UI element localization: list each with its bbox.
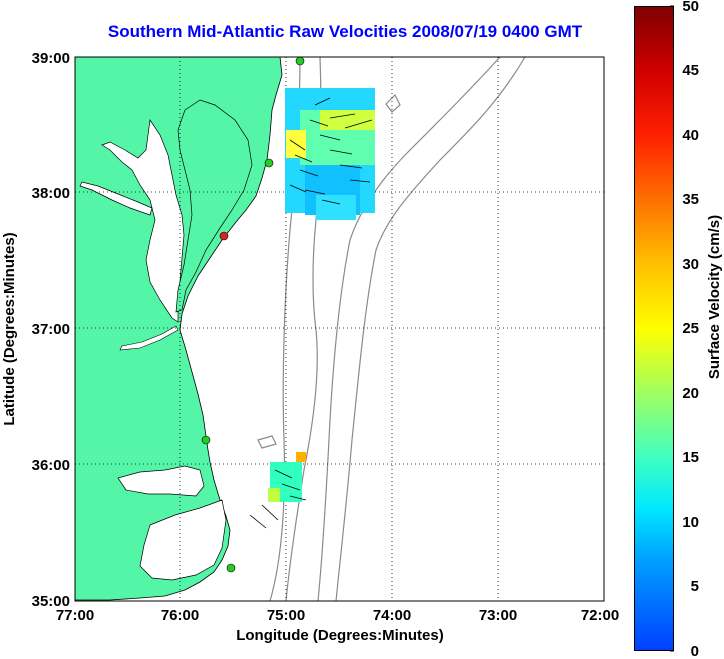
colorbar-tick: 0 (691, 643, 699, 659)
colorbar-tick: 25 (682, 320, 699, 337)
potomac-river (79, 181, 153, 216)
x-tick: 75:00 (267, 607, 305, 624)
station-marker[interactable] (295, 56, 305, 66)
y-axis-label: Latitude (Degrees:Minutes) (1, 232, 18, 425)
colorbar-tick: 50 (682, 0, 699, 15)
x-tick: 73:00 (479, 607, 517, 624)
chesapeake-bay (101, 119, 185, 323)
colorbar-tick: 45 (682, 62, 699, 79)
colorbar-tick: 35 (682, 191, 699, 208)
station-marker[interactable] (201, 435, 211, 445)
delmarva-peninsula (175, 99, 253, 313)
x-tick: 76:00 (161, 607, 199, 624)
y-tick: 36:00 (32, 457, 70, 474)
x-axis-label: Longitude (Degrees:Minutes) (236, 627, 444, 644)
pamlico-sound (139, 499, 227, 581)
velocity-field-north (285, 88, 375, 220)
plot-frame (74, 56, 605, 602)
velocity-field-south (249, 452, 307, 529)
james-river (119, 325, 179, 351)
colorbar (634, 6, 674, 651)
colorbar-tick: 20 (682, 385, 699, 402)
station-marker[interactable] (264, 158, 274, 168)
y-tick-labels: 39:00 38:00 37:00 36:00 35:00 (32, 50, 70, 610)
colorbar-ticks: 50 45 40 35 30 25 20 15 10 5 0 (670, 0, 699, 659)
colorbar-tick: 15 (682, 449, 699, 466)
colorbar-tick: 5 (691, 578, 699, 595)
y-tick: 38:00 (32, 185, 70, 202)
colorbar-label: Surface Velocity (cm/s) (706, 215, 723, 379)
y-tick: 35:00 (32, 593, 70, 610)
map-title: Southern Mid-Atlantic Raw Velocities 200… (107, 22, 583, 41)
station-marker-alert[interactable] (219, 231, 229, 241)
x-tick-labels: 77:00 76:00 75:00 74:00 73:00 72:00 (56, 607, 619, 624)
x-tick: 74:00 (373, 607, 411, 624)
albemarle-sound (117, 465, 205, 497)
x-tick: 72:00 (581, 607, 619, 624)
station-marker[interactable] (226, 563, 236, 573)
y-tick: 39:00 (32, 50, 70, 67)
colorbar-tick: 30 (682, 256, 699, 273)
y-tick: 37:00 (32, 321, 70, 338)
colorbar-tick: 10 (682, 514, 699, 531)
colorbar-tick: 40 (682, 127, 699, 144)
x-tick: 77:00 (56, 607, 94, 624)
